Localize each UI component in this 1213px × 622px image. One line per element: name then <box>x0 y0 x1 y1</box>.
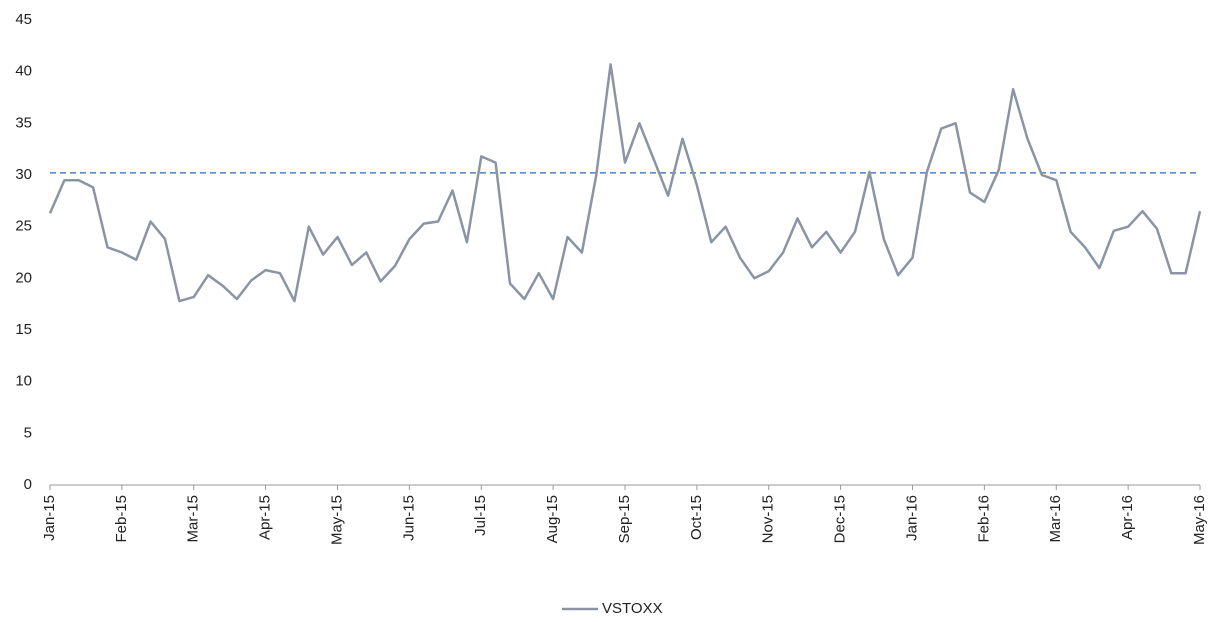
y-tick-label: 25 <box>15 218 32 235</box>
x-tick-label: Apr-16 <box>1119 495 1136 540</box>
y-tick-label: 20 <box>15 269 32 286</box>
y-tick-label: 30 <box>15 166 32 183</box>
x-tick-label: Feb-15 <box>113 495 130 543</box>
x-tick-label: Jan-15 <box>41 495 58 541</box>
x-tick-label: Oct-15 <box>688 495 705 540</box>
x-tick-label: Jul-15 <box>472 495 489 536</box>
y-tick-label: 40 <box>15 63 32 80</box>
x-tick-label: Jun-15 <box>400 495 417 541</box>
x-tick-label: May-15 <box>328 495 345 545</box>
series-line <box>48 63 1202 303</box>
x-tick-label: Apr-15 <box>257 495 274 540</box>
x-tick-label: Dec-15 <box>832 495 849 543</box>
x-tick-label: Jan-16 <box>903 495 920 541</box>
x-tick-label: Aug-15 <box>544 495 561 543</box>
y-tick-label: 5 <box>24 424 32 441</box>
legend-label: VSTOXX <box>602 600 663 617</box>
y-tick-label: 10 <box>15 373 32 390</box>
x-tick-label: Mar-15 <box>185 495 202 543</box>
x-tick-label: Sep-15 <box>616 495 633 543</box>
y-tick-label: 45 <box>15 11 32 28</box>
x-tick-label: Nov-15 <box>760 495 777 543</box>
y-tick-label: 15 <box>15 321 32 338</box>
x-tick-label: Feb-16 <box>975 495 992 543</box>
y-tick-label: 0 <box>24 476 32 493</box>
x-tick-label: May-16 <box>1191 495 1208 545</box>
x-tick-label: Mar-16 <box>1047 495 1064 543</box>
y-tick-label: 35 <box>15 114 32 131</box>
